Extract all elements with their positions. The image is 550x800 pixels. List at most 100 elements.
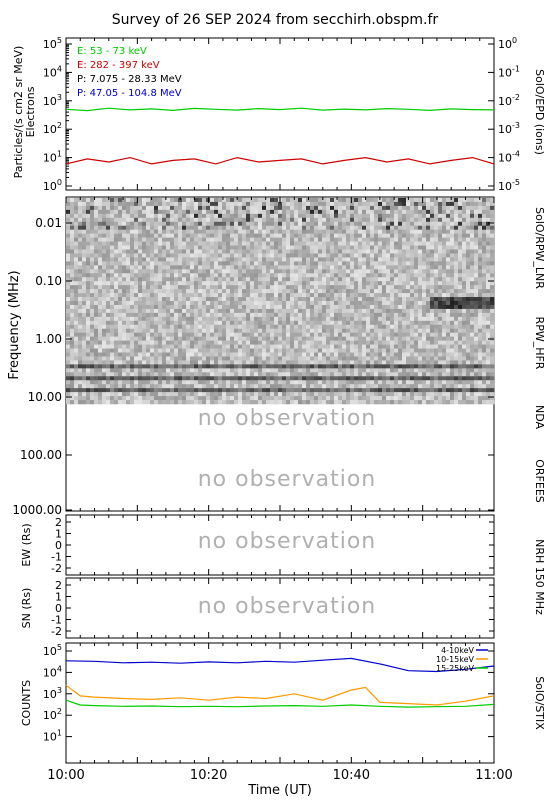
spectrogram-cell	[258, 273, 263, 278]
spectrogram-cell	[98, 249, 103, 254]
spectrogram-cell	[378, 237, 383, 242]
spectrogram-cell	[182, 336, 187, 341]
spectrogram-cell	[82, 384, 87, 389]
spectrogram-cell	[330, 233, 335, 238]
spectrogram-cell	[274, 376, 279, 381]
spectrogram-cell	[94, 396, 99, 401]
spectrogram-cell	[290, 348, 295, 353]
spectrogram-cell	[250, 281, 255, 286]
spectrogram-cell	[410, 308, 415, 314]
spectrogram-cell	[318, 237, 323, 242]
spectrogram-cell	[154, 364, 159, 369]
spectrogram-cell	[298, 245, 303, 250]
spectrogram-cell	[390, 241, 395, 246]
spectrogram-cell	[138, 201, 143, 207]
spectrogram-cell	[226, 360, 231, 365]
spectrogram-cell	[298, 225, 303, 230]
spectrogram-cell	[366, 237, 371, 242]
spectrogram-cell	[294, 229, 299, 234]
spectrogram-cell	[346, 324, 351, 330]
spectrogram-cell	[434, 217, 439, 223]
spectrogram-cell	[282, 332, 287, 337]
spectrogram-cell	[286, 304, 291, 310]
spectrogram-cell	[230, 372, 235, 377]
spectrogram-cell	[438, 340, 443, 345]
spectrogram-cell	[246, 392, 251, 397]
spectrogram-cell	[166, 253, 171, 258]
spectrogram-cell	[290, 285, 295, 290]
spectrogram-cell	[314, 396, 319, 401]
spectrogram-cell	[114, 198, 119, 203]
spectrogram-cell	[310, 221, 315, 227]
spectrogram-cell	[226, 320, 231, 326]
spectrogram-cell	[426, 253, 431, 258]
spectrogram-cell	[150, 400, 155, 405]
spectrogram-cell	[394, 289, 399, 294]
spectrogram-cell	[410, 332, 415, 337]
spectrogram-cell	[126, 360, 131, 365]
spectrogram-cell	[274, 344, 279, 349]
spectrogram-cell	[146, 257, 151, 262]
spectrogram-cell	[330, 396, 335, 401]
spectrogram-cell	[278, 265, 283, 270]
spectrogram-cell	[114, 245, 119, 250]
spectrogram-cell	[142, 328, 147, 333]
spectrogram-cell	[118, 285, 123, 290]
spectrogram-cell	[158, 316, 163, 322]
spectrogram-cell	[222, 320, 227, 326]
spectrogram-cell	[238, 281, 243, 286]
spectrogram-cell	[406, 360, 411, 365]
spectrogram-cell	[166, 241, 171, 246]
spectrogram-cell	[442, 217, 447, 223]
spectrogram-cell	[150, 344, 155, 349]
spectrogram-cell	[190, 265, 195, 270]
spectrogram-cell	[258, 320, 263, 326]
spectrogram-cell	[366, 285, 371, 290]
spectrogram-cell	[330, 249, 335, 254]
spectrogram-cell	[266, 372, 271, 377]
spectrogram-cell	[330, 372, 335, 377]
spectrogram-cell	[94, 380, 99, 385]
spectrogram-cell	[338, 304, 343, 310]
spectrogram-cell	[290, 368, 295, 373]
spectrogram-cell	[374, 265, 379, 270]
spectrogram-cell	[322, 328, 327, 333]
spectrogram-cell	[370, 360, 375, 365]
spectrogram-cell	[66, 332, 71, 337]
spectrogram-cell	[318, 273, 323, 278]
spectrogram-cell	[414, 301, 419, 306]
spectrogram-cell	[350, 360, 355, 365]
spectrogram-cell	[394, 368, 399, 373]
spectrogram-cell	[118, 237, 123, 242]
spectrogram-cell	[198, 198, 203, 203]
spectrogram-cell	[278, 312, 283, 318]
spectrogram-cell	[226, 257, 231, 262]
spectrogram-cell	[122, 308, 127, 314]
spectrogram-cell	[382, 380, 387, 385]
spectrogram-cell	[74, 324, 79, 330]
spectrogram-cell	[310, 376, 315, 381]
spectrogram-cell	[230, 285, 235, 290]
spectrogram-cell	[142, 396, 147, 401]
spectrogram-cell	[414, 348, 419, 353]
spectrogram-cell	[326, 289, 331, 294]
spectrogram-cell	[294, 368, 299, 373]
spectrogram-cell	[418, 348, 423, 353]
spectrogram-cell	[198, 233, 203, 238]
spectrogram-cell	[390, 364, 395, 369]
spectrogram-cell	[186, 265, 191, 270]
spectrogram-cell	[70, 217, 75, 223]
spectrogram-cell	[150, 261, 155, 266]
spectrogram-cell	[306, 261, 311, 266]
spectrogram-cell	[82, 332, 87, 337]
spectrogram-cell	[298, 324, 303, 330]
spectrogram-cell	[226, 336, 231, 341]
spectrogram-cell	[86, 245, 91, 250]
spectrogram-cell	[198, 352, 203, 357]
spectrogram-cell	[138, 269, 143, 274]
spectrogram-cell	[342, 376, 347, 381]
spectrogram-cell	[394, 273, 399, 278]
spectrogram-cell	[406, 312, 411, 318]
spectrogram-cell	[226, 380, 231, 385]
spectrogram-cell	[430, 372, 435, 377]
